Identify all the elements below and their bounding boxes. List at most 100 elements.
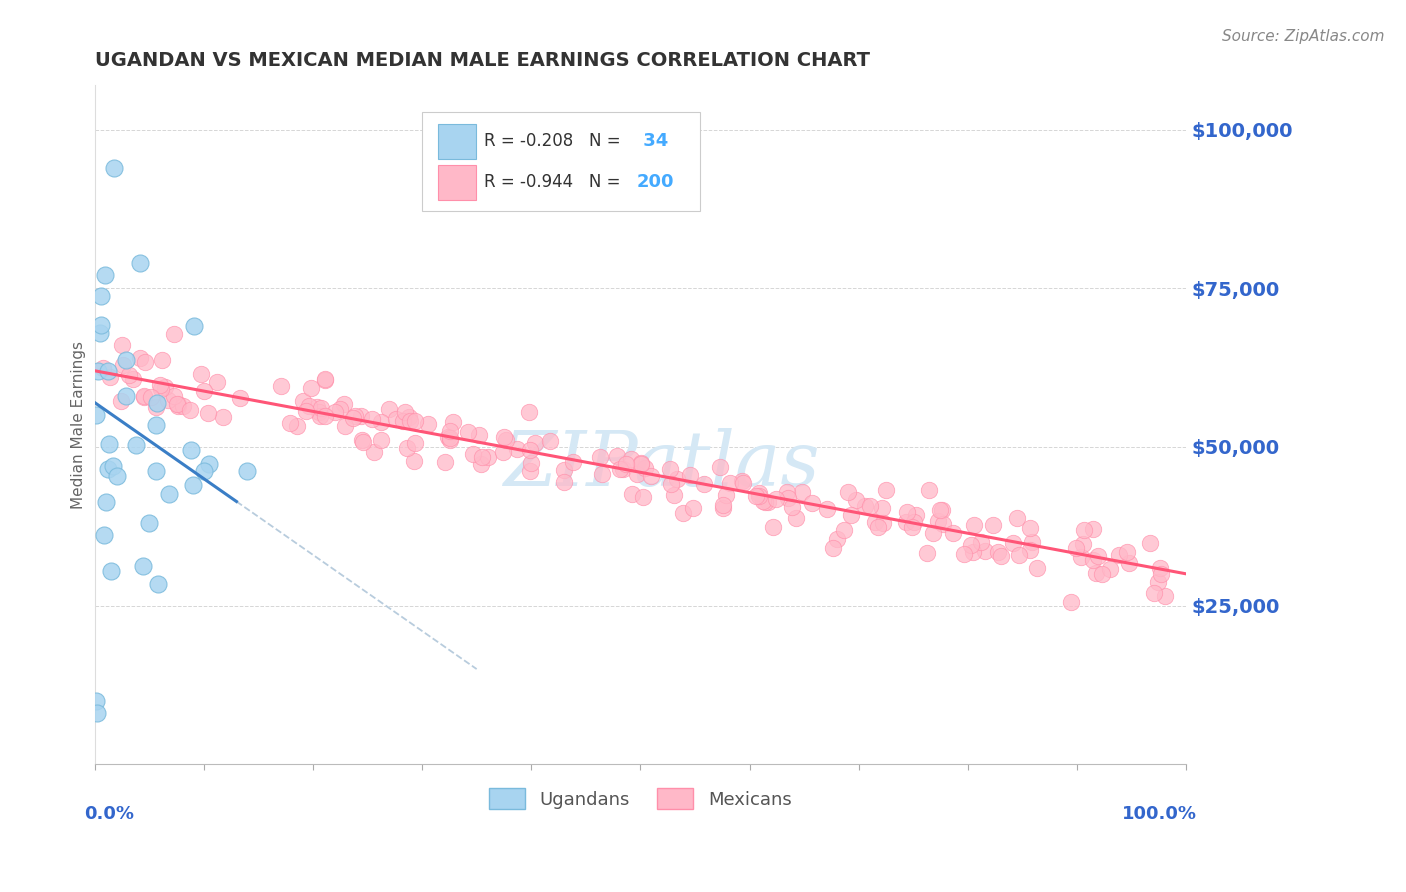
Point	[845, 492, 868, 507]
Text: 0.0%: 0.0%	[83, 805, 134, 823]
Point	[94, 268, 117, 282]
Point	[1139, 535, 1161, 549]
Point	[129, 351, 152, 366]
Point	[1018, 521, 1040, 535]
Point	[815, 502, 838, 516]
Point	[166, 399, 188, 413]
Point	[1085, 566, 1108, 580]
Point	[682, 500, 704, 515]
Point	[1091, 567, 1114, 582]
Point	[714, 488, 737, 502]
Point	[166, 397, 188, 411]
Point	[333, 418, 356, 433]
Point	[634, 461, 657, 475]
Point	[1081, 552, 1104, 566]
Point	[181, 478, 204, 492]
Point	[983, 518, 1005, 533]
Point	[285, 418, 308, 433]
Legend: Ugandans, Mexicans: Ugandans, Mexicans	[482, 781, 799, 816]
Point	[132, 389, 155, 403]
Point	[931, 517, 953, 532]
Point	[439, 431, 461, 445]
Point	[863, 515, 886, 529]
Point	[162, 389, 184, 403]
Point	[626, 467, 648, 481]
Point	[621, 487, 644, 501]
Point	[591, 467, 613, 481]
Point	[404, 436, 426, 450]
Point	[711, 500, 734, 515]
Point	[837, 485, 859, 500]
Point	[495, 434, 517, 448]
Point	[538, 434, 561, 448]
Point	[672, 506, 695, 520]
Point	[780, 500, 803, 514]
Point	[748, 486, 770, 500]
Point	[97, 437, 120, 451]
Point	[748, 489, 770, 503]
Point	[662, 488, 685, 502]
Text: 100.0%: 100.0%	[1122, 805, 1197, 823]
Point	[918, 483, 941, 497]
Point	[870, 501, 893, 516]
Point	[149, 377, 172, 392]
Point	[839, 508, 862, 523]
Point	[953, 548, 976, 562]
Point	[1070, 550, 1092, 565]
Point	[193, 464, 215, 478]
Point	[928, 503, 950, 517]
Point	[97, 461, 120, 475]
Point	[524, 436, 547, 450]
Text: R = -0.944   N =: R = -0.944 N =	[484, 173, 626, 191]
FancyBboxPatch shape	[439, 124, 475, 159]
Point	[149, 382, 172, 396]
Point	[896, 505, 918, 519]
Point	[87, 364, 110, 378]
Point	[491, 445, 513, 459]
Point	[962, 518, 984, 533]
Point	[86, 706, 108, 721]
Point	[129, 256, 152, 270]
Point	[659, 462, 682, 476]
Point	[620, 451, 643, 466]
Text: Source: ZipAtlas.com: Source: ZipAtlas.com	[1222, 29, 1385, 44]
Point	[1060, 595, 1083, 609]
Point	[825, 533, 848, 547]
Point	[157, 487, 180, 501]
Point	[167, 397, 190, 411]
Point	[875, 483, 897, 498]
Point	[157, 392, 180, 407]
Point	[711, 499, 734, 513]
Point	[211, 409, 233, 424]
Point	[776, 491, 799, 506]
Point	[901, 519, 924, 533]
Point	[107, 468, 129, 483]
Point	[183, 319, 205, 334]
Point	[630, 457, 652, 471]
Point	[299, 381, 322, 395]
Point	[398, 410, 420, 425]
Point	[1026, 561, 1049, 575]
Point	[606, 449, 628, 463]
Point	[776, 485, 799, 500]
Point	[145, 463, 167, 477]
Point	[731, 475, 754, 489]
Point	[731, 476, 754, 491]
Point	[744, 489, 766, 503]
Point	[332, 397, 354, 411]
Point	[236, 464, 259, 478]
Point	[765, 491, 787, 506]
Point	[90, 288, 112, 302]
FancyBboxPatch shape	[439, 165, 475, 200]
Point	[125, 438, 148, 452]
Point	[1149, 561, 1171, 575]
Point	[922, 525, 945, 540]
Point	[361, 412, 384, 426]
Point	[329, 402, 352, 417]
Point	[931, 502, 953, 516]
Point	[323, 404, 346, 418]
Point	[402, 454, 425, 468]
Text: R = -0.208   N =: R = -0.208 N =	[484, 133, 626, 151]
Point	[970, 535, 993, 549]
Point	[134, 390, 156, 404]
